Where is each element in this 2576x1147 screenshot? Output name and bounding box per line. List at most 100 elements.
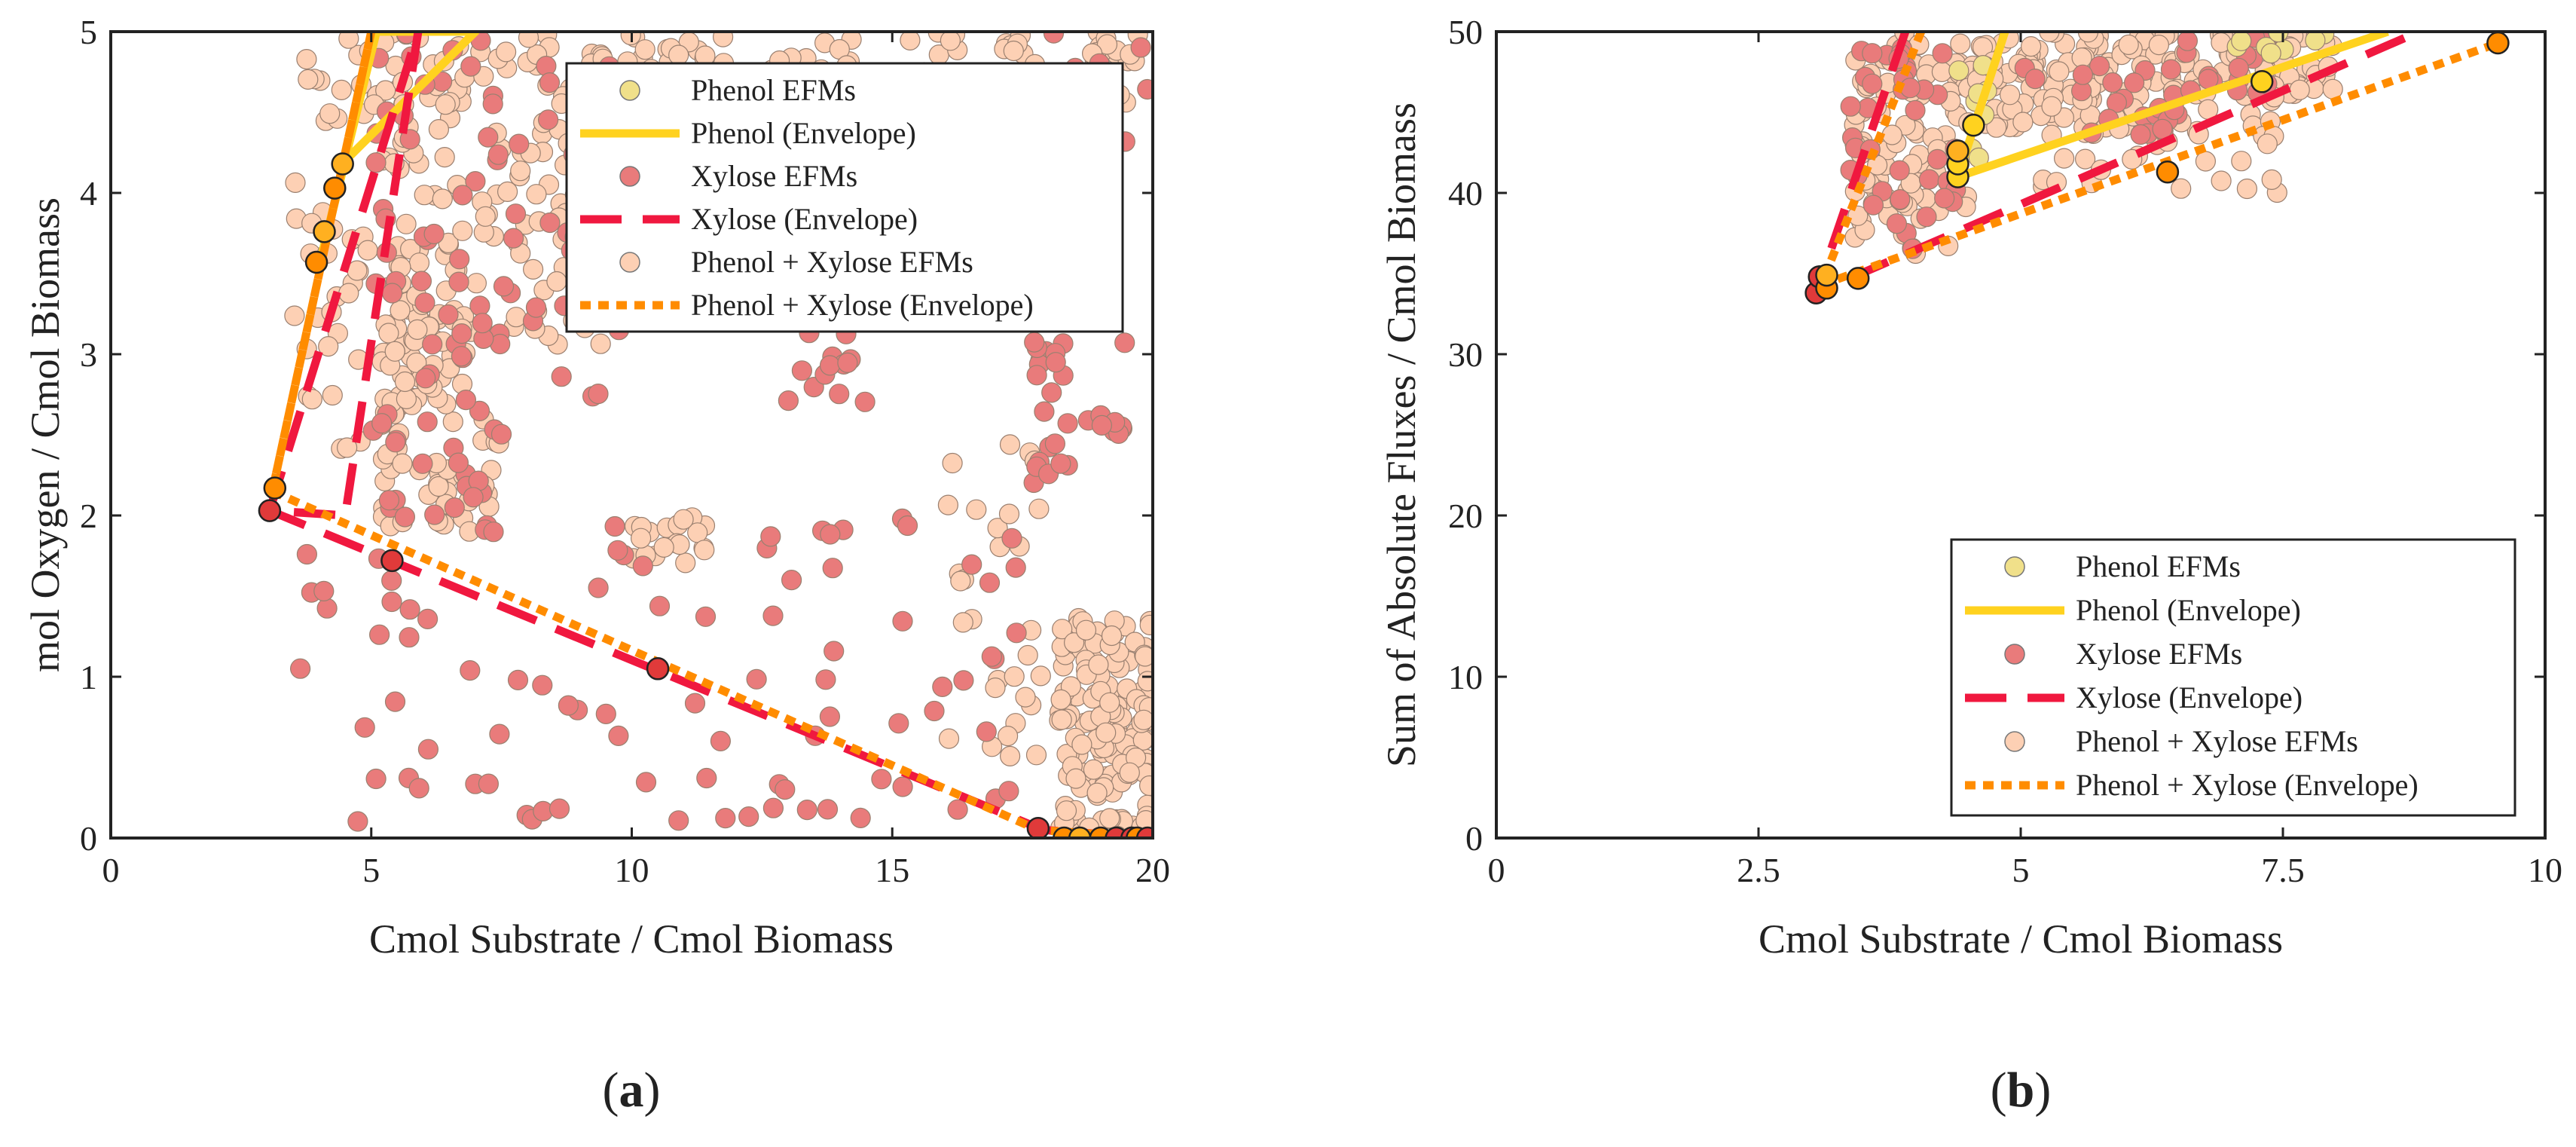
scatter-point	[947, 799, 968, 820]
scatter-point	[1139, 775, 1153, 797]
legend-label: Phenol + Xylose (Envelope)	[2076, 768, 2419, 802]
scatter-point	[296, 48, 317, 70]
scatter-point	[428, 119, 450, 140]
scatter-point	[888, 713, 909, 734]
scatter-point	[417, 739, 439, 760]
scatter-point	[463, 487, 484, 508]
scatter-point	[478, 127, 499, 148]
scatter-point	[1950, 33, 1971, 54]
scatter-point	[399, 627, 420, 648]
scatter-point	[2021, 35, 2042, 57]
scatter-point	[444, 497, 465, 518]
scatter-point	[1051, 709, 1072, 730]
scatter-point	[796, 799, 817, 821]
legend-box	[1950, 538, 2516, 817]
scatter-point	[1130, 37, 1151, 58]
scatter-point	[1095, 722, 1117, 743]
scatter-point	[819, 706, 841, 727]
scatter-point	[2049, 61, 2070, 82]
scatter-point	[1137, 671, 1153, 692]
scatter-point	[497, 181, 518, 202]
scatter-point	[781, 569, 802, 591]
scatter-point	[738, 806, 759, 827]
scatter-point	[435, 94, 456, 115]
scatter-point	[892, 610, 913, 632]
scatter-point	[455, 389, 477, 411]
scatter-point	[1934, 188, 1955, 209]
scatter-point	[354, 717, 375, 738]
scatter-point	[424, 504, 445, 525]
scatter-point	[1088, 654, 1109, 675]
scatter-point	[668, 810, 689, 831]
x-tick-label: 20	[1135, 851, 1170, 889]
scatter-point	[318, 336, 339, 357]
y-tick-label: 40	[1448, 174, 1483, 213]
panel-b-x-axis-label: Cmol Substrate / Cmol Biomass	[1759, 916, 2283, 962]
panel-a-x-ticks: 0 5 10 15 20	[102, 32, 1170, 889]
scatter-point	[316, 598, 338, 619]
legend-label: Phenol (Envelope)	[691, 116, 916, 150]
scatter-point	[438, 304, 459, 326]
scatter-point	[634, 39, 655, 60]
scatter-point	[1932, 43, 1953, 64]
panel-a-label-close-paren: )	[644, 1063, 661, 1118]
legend-label: Phenol EFMs	[2076, 549, 2241, 583]
scatter-point	[822, 558, 843, 579]
y-tick-label: 0	[80, 819, 97, 858]
scatter-point	[536, 55, 557, 77]
legend-marker	[2004, 731, 2025, 752]
scatter-point	[1114, 332, 1135, 353]
scatter-point	[684, 693, 706, 714]
scatter-point	[503, 228, 524, 249]
scatter-point	[442, 411, 463, 433]
scatter-point	[558, 695, 579, 716]
scatter-point	[385, 432, 406, 453]
scatter-point	[675, 552, 696, 574]
scatter-point	[1063, 632, 1085, 653]
scatter-point	[1905, 99, 1926, 121]
scatter-point	[713, 32, 734, 47]
scatter-point	[396, 213, 417, 234]
scatter-point	[1065, 768, 1086, 789]
scatter-point	[2000, 84, 2021, 106]
scatter-point	[406, 352, 427, 373]
panel-a-label-letter: a	[619, 1063, 644, 1118]
scatter-point	[653, 537, 674, 558]
highlighted-point	[2486, 32, 2510, 55]
envelope-line-xylose-envelope	[265, 32, 1153, 838]
scatter-point	[483, 522, 504, 543]
scatter-point	[998, 781, 1019, 802]
scatter-point	[298, 69, 319, 90]
scatter-point	[924, 700, 945, 722]
highlighted-point	[646, 657, 670, 681]
scatter-point	[2075, 148, 2096, 170]
scatter-point	[1101, 625, 1123, 647]
scatter-point	[2118, 34, 2139, 56]
scatter-point	[1043, 32, 1065, 44]
scatter-point	[489, 723, 510, 745]
legend-marker	[619, 252, 640, 273]
scatter-point	[775, 778, 796, 800]
panel-a-label-open-paren: (	[603, 1063, 619, 1118]
scatter-point	[999, 745, 1021, 767]
scatter-point	[448, 271, 469, 292]
scatter-point	[829, 384, 850, 405]
scatter-point	[1075, 619, 1097, 641]
scatter-point	[381, 283, 403, 304]
highlighted-point	[313, 220, 336, 243]
highlighted-point	[1846, 267, 1870, 290]
scatter-point	[1890, 189, 1911, 210]
scatter-point	[392, 453, 413, 474]
panel-b-legend: Phenol EFMs Phenol (Envelope) Xylose EFMs X…	[1950, 538, 2516, 817]
x-tick-label: 10	[615, 851, 649, 889]
scatter-point	[1030, 665, 1051, 687]
chart-panel-a: 0 5 10 15 20 0 1 2 3 4 5 Cmol Substrate / Cmol Bi…	[23, 13, 1170, 1118]
panel-b-data-marks	[1804, 32, 2510, 304]
scatter-point	[1086, 782, 1108, 803]
scatter-point	[1050, 689, 1071, 711]
scatter-point	[997, 725, 1019, 747]
scatter-point	[422, 334, 443, 355]
scatter-point	[746, 668, 767, 690]
scatter-point	[1889, 160, 1910, 181]
x-tick-label: 2.5	[1737, 851, 1780, 889]
